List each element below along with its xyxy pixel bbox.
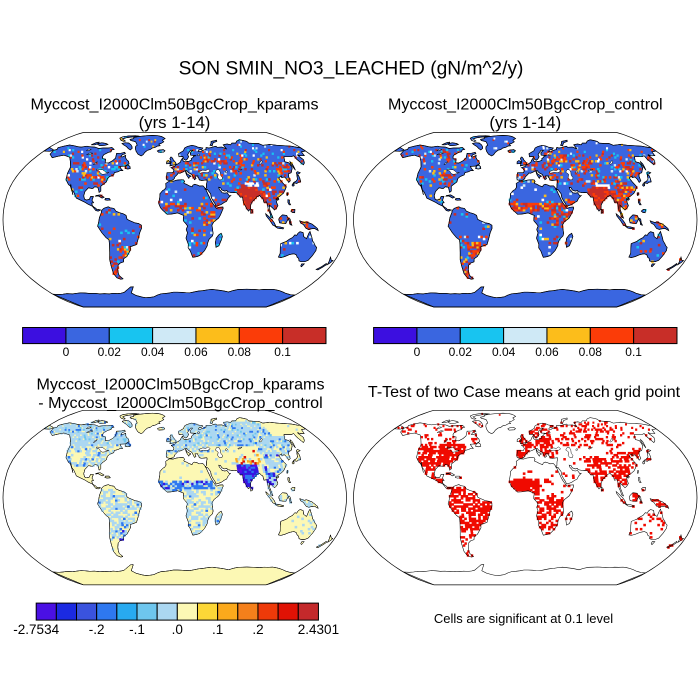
svg-text:-2.7534: -2.7534 <box>13 622 59 637</box>
svg-text:- Myccost_I2000Clm50BgcCrop_co: - Myccost_I2000Clm50BgcCrop_control <box>38 394 322 412</box>
svg-text:0.08: 0.08 <box>579 345 603 359</box>
svg-text:-.2: -.2 <box>89 622 105 637</box>
svg-text:0.04: 0.04 <box>492 345 516 359</box>
svg-text:0.02: 0.02 <box>449 345 473 359</box>
svg-text:SON SMIN_NO3_LEACHED (gN/m^2/y: SON SMIN_NO3_LEACHED (gN/m^2/y) <box>179 58 524 79</box>
svg-text:2.4301: 2.4301 <box>298 622 339 637</box>
svg-text:Myccost_I2000Clm50BgcCrop_kpar: Myccost_I2000Clm50BgcCrop_kparams <box>30 95 318 113</box>
svg-text:0.06: 0.06 <box>184 345 208 359</box>
svg-text:.1: .1 <box>212 622 223 637</box>
svg-text:0.04: 0.04 <box>141 345 165 359</box>
svg-text:0: 0 <box>63 345 70 359</box>
svg-text:0.06: 0.06 <box>535 345 559 359</box>
svg-text:0.1: 0.1 <box>274 345 291 359</box>
svg-text:0.08: 0.08 <box>228 345 252 359</box>
svg-text:(yrs 1-14): (yrs 1-14) <box>139 113 211 132</box>
svg-text:0: 0 <box>414 345 421 359</box>
svg-text:.0: .0 <box>172 622 183 637</box>
svg-text:T-Test of two Case means at ea: T-Test of two Case means at each grid po… <box>368 384 681 401</box>
svg-text:0.1: 0.1 <box>625 345 642 359</box>
svg-text:Myccost_I2000Clm50BgcCrop_kpar: Myccost_I2000Clm50BgcCrop_kparams <box>36 375 324 393</box>
svg-text:Cells are significant at 0.1 l: Cells are significant at 0.1 level <box>434 611 613 626</box>
svg-text:.2: .2 <box>252 622 263 637</box>
svg-text:-.1: -.1 <box>129 622 145 637</box>
svg-text:Myccost_I2000Clm50BgcCrop_cont: Myccost_I2000Clm50BgcCrop_control <box>388 95 663 113</box>
svg-text:0.02: 0.02 <box>98 345 122 359</box>
svg-text:(yrs 1-14): (yrs 1-14) <box>489 113 561 132</box>
